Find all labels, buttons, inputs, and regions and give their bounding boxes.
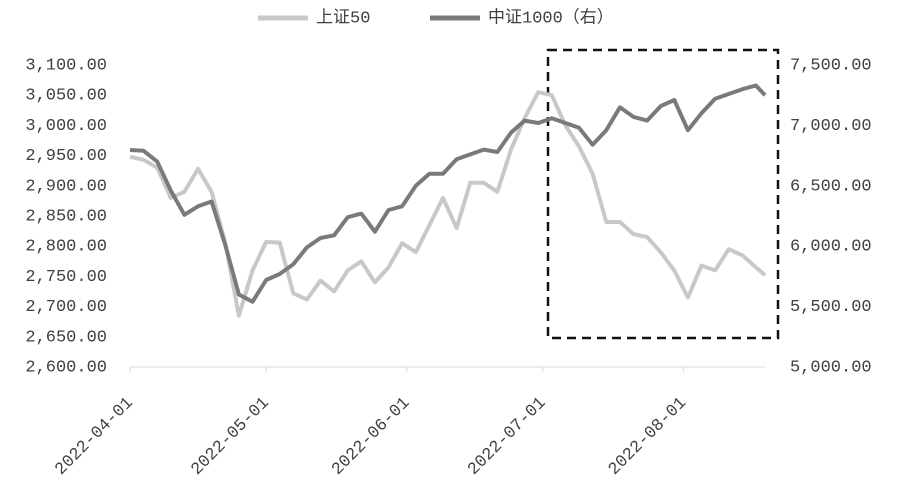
x-tick-label: 2022-06-01 xyxy=(329,394,415,480)
y-tick-label: 3,100.00 xyxy=(25,56,107,75)
x-tick-label: 2022-07-01 xyxy=(465,394,551,480)
y-tick-label: 2,850.00 xyxy=(25,207,107,226)
y-tick-label: 3,000.00 xyxy=(25,117,107,136)
y2-tick-label: 5,500.00 xyxy=(790,298,872,317)
series-line xyxy=(129,90,767,318)
y2-tick-label: 5,000.00 xyxy=(790,358,872,377)
y2-tick-label: 7,000.00 xyxy=(790,117,872,136)
highlight-box xyxy=(546,48,780,340)
y-tick-label: 2,900.00 xyxy=(25,177,107,196)
y-tick-label: 2,600.00 xyxy=(25,358,107,377)
y-tick-label: 2,650.00 xyxy=(25,328,107,347)
y2-tick-label: 6,500.00 xyxy=(790,177,872,196)
x-tick-label: 2022-05-01 xyxy=(188,394,274,480)
legend-label: 中证1000（右） xyxy=(488,7,614,28)
y-tick-label: 2,950.00 xyxy=(25,147,107,166)
y2-tick-label: 6,000.00 xyxy=(790,238,872,257)
x-tick-label: 2022-04-01 xyxy=(52,394,138,480)
x-tick-label: 2022-08-01 xyxy=(605,394,691,480)
y-tick-label: 3,050.00 xyxy=(25,87,107,106)
legend-label: 上证50 xyxy=(316,7,370,28)
y2-tick-label: 7,500.00 xyxy=(790,56,872,75)
y-tick-label: 2,700.00 xyxy=(25,298,107,317)
y-tick-label: 2,750.00 xyxy=(25,268,107,287)
series-line xyxy=(129,83,767,304)
y-tick-label: 2,800.00 xyxy=(25,238,107,257)
